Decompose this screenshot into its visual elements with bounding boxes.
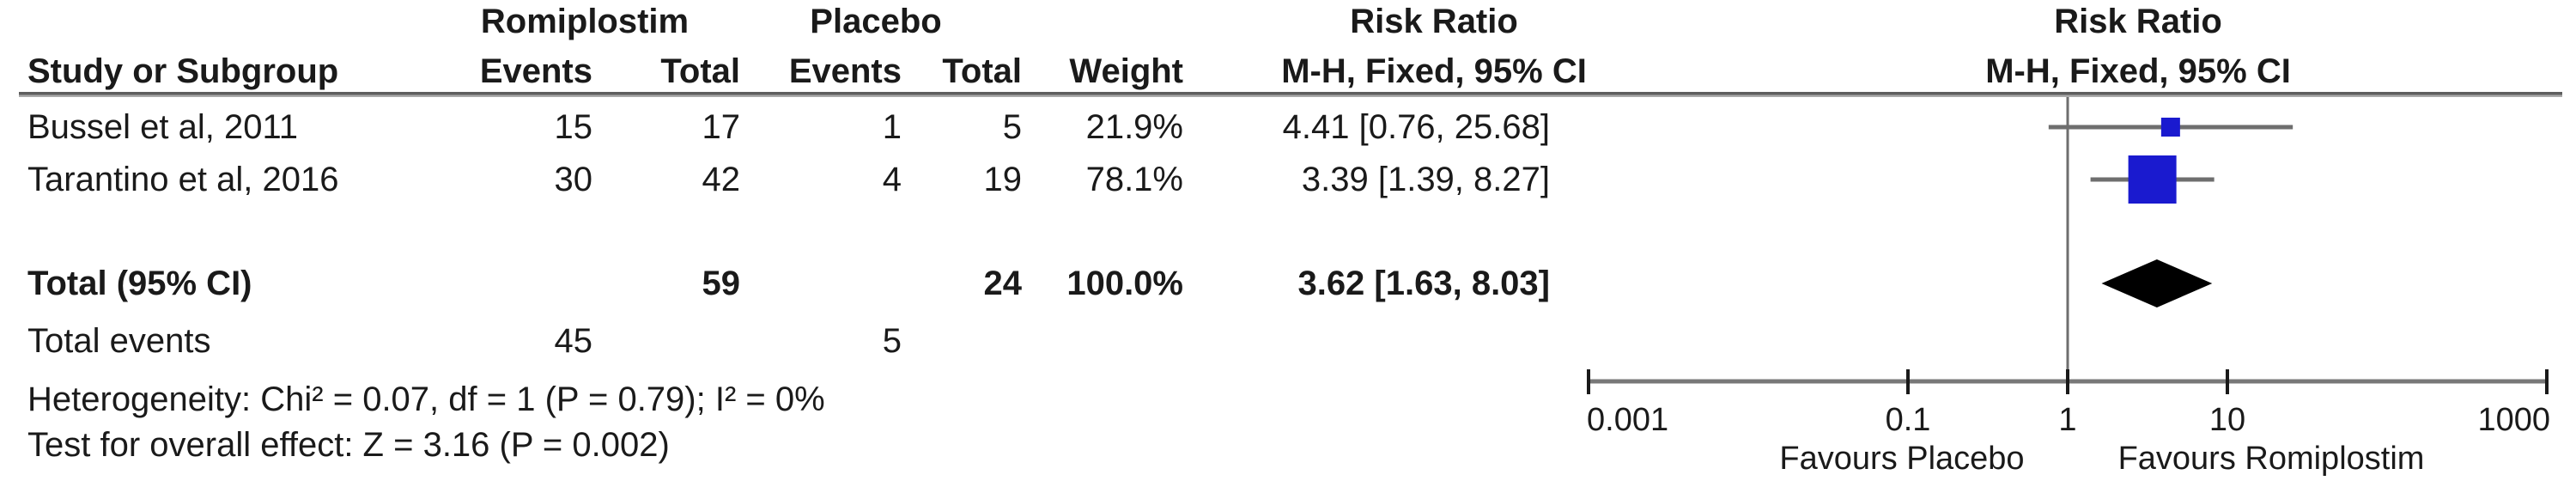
total-ctl-sum: 24 [983, 265, 1023, 302]
axis-tick-label: 1000 [2477, 402, 2550, 439]
total-events-ctl-value: 5 [882, 322, 902, 360]
total-weight: 100.0% [1066, 265, 1183, 302]
weight-value: 78.1% [1085, 161, 1183, 198]
study-name: Tarantino et al, 2016 [27, 161, 339, 198]
col-header-study: Study or Subgroup [27, 52, 339, 90]
ci-value: 4.41 [0.76, 25.68] [1282, 108, 1550, 146]
col-header-weight: Weight [1069, 52, 1183, 90]
events-exp-value: 15 [554, 108, 593, 146]
ci-value: 3.39 [1.39, 8.27] [1301, 161, 1550, 198]
col-header-total-exp: Total [660, 52, 740, 90]
total-events-exp-value: 45 [554, 322, 593, 360]
total-row-label: Total (95% CI) [27, 265, 252, 302]
group-header-experimental: Romiplostim [480, 3, 690, 40]
weight-value: 21.9% [1085, 108, 1183, 146]
favours-left-label: Favours Placebo [1779, 441, 2025, 478]
header-rule [19, 92, 2562, 97]
effect-square [2128, 155, 2177, 204]
total-exp-value: 42 [702, 161, 741, 198]
total-ctl-value: 5 [1002, 108, 1022, 146]
events-ctl-value: 4 [882, 161, 902, 198]
heterogeneity-text: Heterogeneity: Chi² = 0.07, df = 1 (P = … [27, 380, 825, 418]
col-header-total-ctl: Total [942, 52, 1022, 90]
total-ci-value: 3.62 [1.63, 8.03] [1297, 265, 1550, 302]
axis-tick-label: 1 [2058, 402, 2077, 439]
axis-tick-label: 10 [2208, 402, 2246, 439]
group-header-control: Placebo [810, 3, 942, 40]
overall-effect-text: Test for overall effect: Z = 3.16 (P = 0… [27, 426, 670, 464]
mh-plot-header: M-H, Fixed, 95% CI [1985, 52, 2291, 90]
col-header-events-exp: Events [479, 52, 592, 90]
events-ctl-value: 1 [882, 108, 902, 146]
events-exp-value: 30 [554, 161, 593, 198]
col-header-events-ctl: Events [788, 52, 902, 90]
total-exp-value: 17 [702, 108, 741, 146]
total-exp-sum: 59 [702, 265, 741, 302]
axis-tick-label: 0.1 [1885, 402, 1931, 439]
study-name: Bussel et al, 2011 [27, 108, 299, 146]
mh-column-header: M-H, Fixed, 95% CI [1281, 52, 1587, 90]
risk-ratio-plot-header: Risk Ratio [2054, 3, 2222, 40]
total-ctl-value: 19 [983, 161, 1023, 198]
total-events-label: Total events [27, 322, 211, 360]
effect-square [2160, 118, 2180, 137]
favours-right-label: Favours Romiplostim [2117, 441, 2425, 478]
risk-ratio-column-header: Risk Ratio [1350, 3, 1518, 40]
axis-tick-label: 0.001 [1587, 402, 1669, 439]
total-diamond [2101, 259, 2213, 307]
